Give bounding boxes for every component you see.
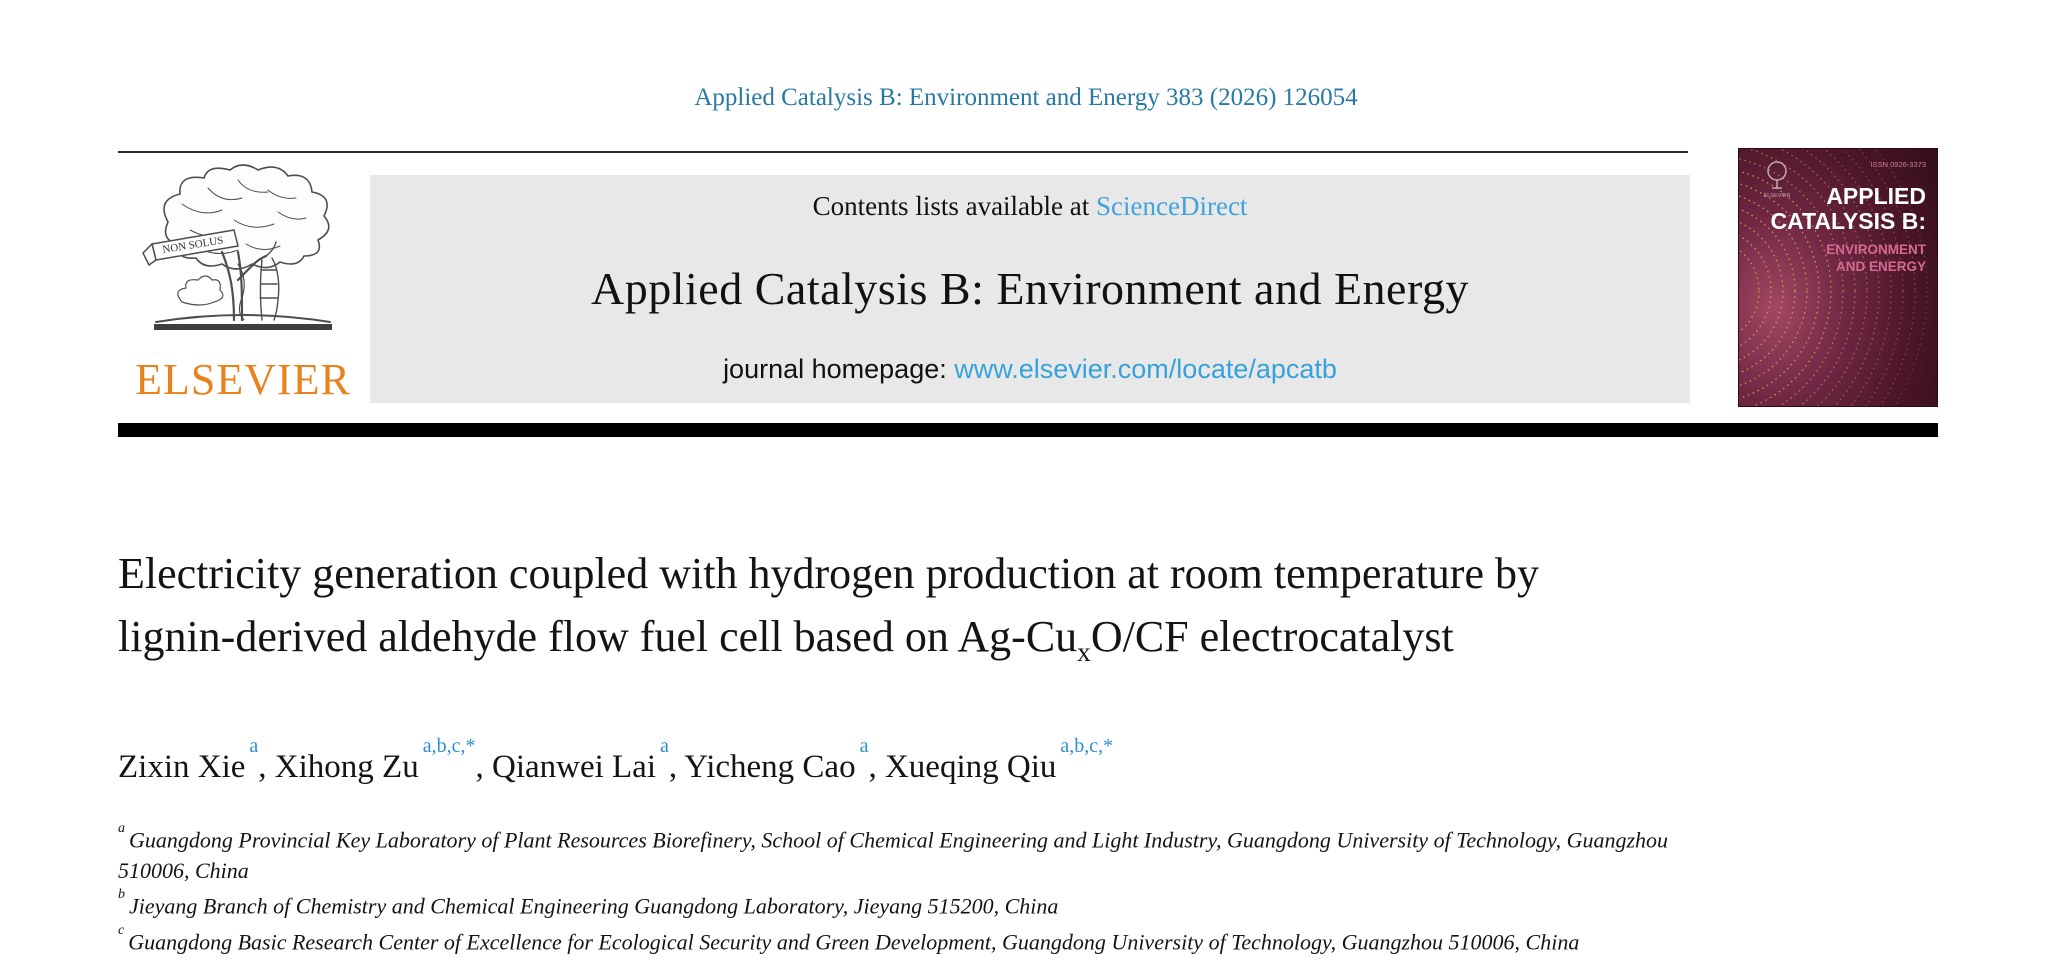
journal-cover-thumbnail[interactable]: ELSEVIER ISSN 0926-3373 APPLIED CATALYSI… bbox=[1738, 148, 1938, 407]
cover-title-line2: CATALYSIS B: bbox=[1771, 208, 1926, 234]
author-name: Yicheng Cao bbox=[684, 749, 856, 785]
cover-subtitle-line1: ENVIRONMENT bbox=[1826, 242, 1927, 257]
journal-homepage-link[interactable]: www.elsevier.com/locate/apcatb bbox=[954, 354, 1337, 384]
cover-title-line1: APPLIED bbox=[1826, 183, 1926, 209]
author-name: Qianwei Lai bbox=[491, 749, 657, 785]
journal-masthead: Contents lists available at ScienceDirec… bbox=[370, 175, 1690, 403]
author: Qianwei Laia, bbox=[491, 735, 685, 785]
affiliation-marker: a bbox=[118, 821, 125, 836]
cover-swirl-pattern bbox=[1739, 149, 1928, 406]
affiliation-marker: b bbox=[118, 887, 125, 903]
affiliation-marker: c bbox=[118, 922, 125, 938]
author-separator: , bbox=[475, 749, 492, 785]
cover-subtitle-line2: AND ENERGY bbox=[1836, 259, 1926, 274]
author-name: Xihong Zu bbox=[274, 749, 419, 785]
sciencedirect-link[interactable]: ScienceDirect bbox=[1096, 191, 1248, 221]
author: Xihong Zua,b,c,*, bbox=[274, 735, 492, 785]
affiliation: b Jieyang Branch of Chemistry and Chemica… bbox=[118, 886, 1678, 921]
journal-title: Applied Catalysis B: Environment and Ene… bbox=[591, 262, 1469, 314]
affiliation-text: Guangdong Basic Research Center of Excel… bbox=[128, 928, 1580, 954]
article-title: Electricity generation coupled with hydr… bbox=[118, 542, 1618, 684]
article-title-subscript: x bbox=[1077, 636, 1091, 667]
article-title-part1: Electricity generation coupled with hydr… bbox=[118, 549, 1539, 661]
elsevier-wordmark: ELSEVIER bbox=[135, 355, 351, 404]
cover-issn: ISSN 0926-3373 bbox=[1871, 160, 1926, 169]
affiliation: a Guangdong Provincial Key Laboratory of … bbox=[118, 820, 1678, 886]
affiliation-text: Jieyang Branch of Chemistry and Chemical… bbox=[129, 893, 1059, 919]
header-rule bbox=[118, 151, 1688, 153]
cover-elsevier-mark: ELSEVIER bbox=[1764, 161, 1791, 199]
author: Yicheng Caoa, bbox=[684, 735, 885, 785]
author-affil-marks[interactable]: a,b,c,* bbox=[1060, 735, 1114, 757]
author-list: Zixin Xiea, Xihong Zua,b,c,*, Qianwei La… bbox=[118, 735, 1818, 786]
author-name: Zixin Xie bbox=[118, 749, 246, 785]
section-divider-bar bbox=[118, 423, 1938, 437]
affiliation-text: Guangdong Provincial Key Laboratory of P… bbox=[118, 827, 1669, 884]
journal-citation: Applied Catalysis B: Environment and Ene… bbox=[694, 84, 1358, 111]
author-affil-marks[interactable]: a bbox=[859, 735, 869, 757]
cover-elsevier-text: ELSEVIER bbox=[1764, 193, 1791, 199]
elsevier-logo: NON SOLUS ELSEVIER bbox=[112, 160, 374, 405]
homepage-line: journal homepage: www.elsevier.com/locat… bbox=[723, 354, 1337, 385]
elsevier-tree-logo: NON SOLUS bbox=[142, 164, 332, 330]
author-name: Xueqing Qiu bbox=[884, 749, 1057, 785]
author-separator: , bbox=[668, 749, 685, 785]
contents-line: Contents lists available at ScienceDirec… bbox=[813, 191, 1248, 222]
author: Zixin Xiea, bbox=[118, 735, 275, 785]
author-affil-marks[interactable]: a bbox=[660, 735, 669, 757]
contents-prefix: Contents lists available at bbox=[812, 191, 1097, 221]
non-solus-banner: NON SOLUS bbox=[142, 229, 239, 267]
author-affil-marks[interactable]: a,b,c,* bbox=[422, 735, 476, 757]
author-affil-marks[interactable]: a bbox=[249, 735, 259, 757]
affiliation-list: a Guangdong Provincial Key Laboratory of … bbox=[118, 820, 1678, 957]
article-title-part2: O/CF electrocatalyst bbox=[1090, 612, 1454, 661]
affiliation: c Guangdong Basic Research Center of Exce… bbox=[118, 922, 1678, 957]
homepage-prefix: journal homepage: bbox=[723, 354, 955, 384]
author: Xueqing Qiua,b,c,* bbox=[884, 735, 1113, 785]
author-separator: , bbox=[868, 749, 885, 785]
author-separator: , bbox=[258, 749, 275, 785]
